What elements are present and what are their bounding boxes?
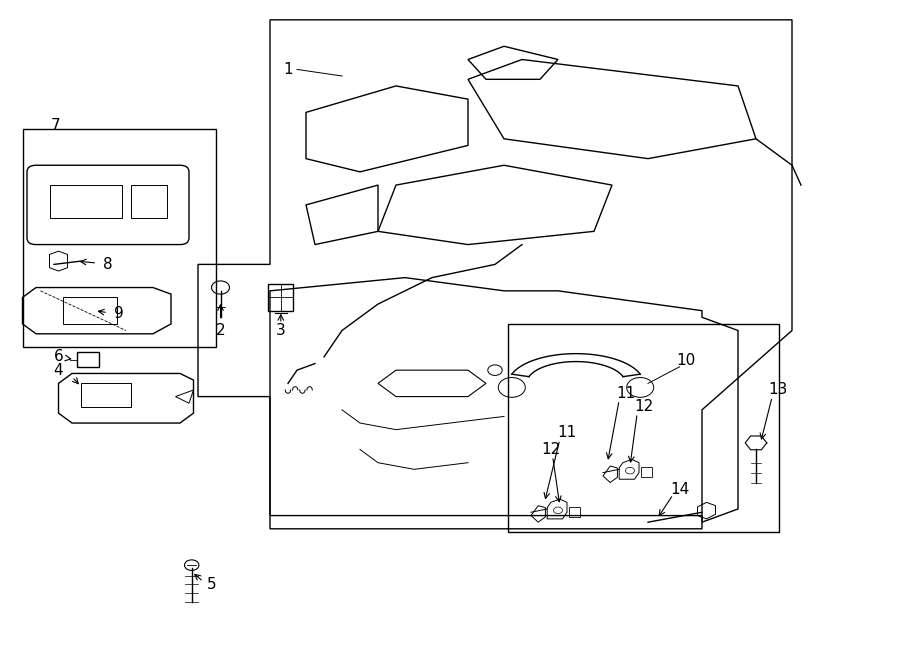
Text: 12: 12 (541, 442, 561, 457)
Text: 6: 6 (54, 350, 63, 364)
Bar (268, 284, 293, 311)
Text: 11: 11 (557, 426, 577, 440)
Text: 7: 7 (51, 118, 60, 133)
Text: 1: 1 (284, 62, 292, 77)
Text: 10: 10 (676, 353, 696, 368)
Text: 11: 11 (616, 386, 635, 401)
Bar (569, 507, 580, 517)
Bar (81, 383, 130, 407)
Bar (76, 352, 99, 367)
Text: 9: 9 (114, 307, 123, 321)
Text: 14: 14 (670, 482, 690, 496)
Text: 13: 13 (769, 383, 788, 397)
Text: 8: 8 (104, 257, 112, 272)
Bar (50, 185, 122, 218)
Text: 12: 12 (634, 399, 653, 414)
Bar (641, 467, 652, 477)
Bar (63, 297, 117, 324)
Text: 2: 2 (216, 323, 225, 338)
Text: 3: 3 (276, 323, 285, 338)
Text: 5: 5 (207, 578, 216, 592)
Bar (22, 129, 216, 347)
Text: 4: 4 (54, 363, 63, 377)
Bar (130, 185, 166, 218)
Bar (508, 324, 778, 532)
